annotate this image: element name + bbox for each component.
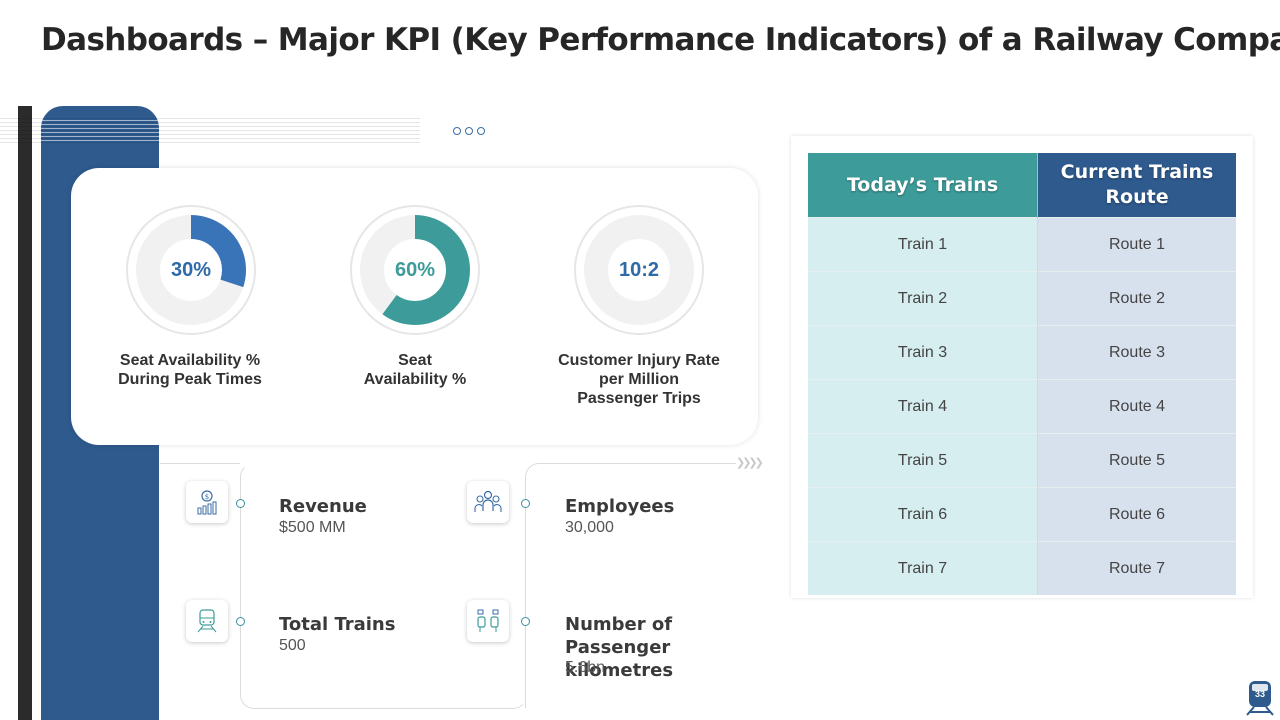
gauge-label: Seat Availability % During Peak Times — [118, 352, 262, 388]
decorative-dark-bar — [18, 106, 32, 720]
connector-line — [160, 463, 240, 464]
table-row: Train 7 Route 7 — [808, 541, 1236, 595]
passenger-km-value: 5.6bn — [565, 659, 606, 676]
arrows-icon: ❯❯❯❯ — [736, 457, 764, 469]
passenger-seats-icon — [467, 600, 509, 642]
svg-text:$: $ — [205, 493, 209, 501]
kpi-gauge-card: 30% Seat Availability % During Peak Time… — [71, 168, 758, 445]
table-header-route: Current Trains Route — [1037, 153, 1236, 218]
gauge-value: 30% — [170, 258, 212, 281]
revenue-label: Revenue — [279, 496, 367, 517]
gauge-value: 60% — [394, 258, 436, 281]
connector-node — [521, 499, 530, 508]
gauge-seat-availability: 60% — [349, 204, 481, 336]
passenger-km-label: Number of Passenger kilometres — [565, 614, 674, 681]
table-row: Train 4 Route 4 — [808, 379, 1236, 434]
table-row: Train 3 Route 3 — [808, 325, 1236, 380]
page-title: Dashboards – Major KPI (Key Performance … — [41, 22, 1280, 58]
connector-node — [236, 617, 245, 626]
decorative-dots — [453, 127, 485, 135]
gauge-chart — [126, 205, 256, 335]
gauge-label: Customer Injury Rate per Million Passeng… — [558, 352, 720, 407]
gauge-chart — [350, 205, 480, 335]
employees-group-icon — [467, 481, 509, 523]
gauge-label: Seat Availability % — [363, 352, 467, 388]
table-row: Train 5 Route 5 — [808, 433, 1236, 488]
employees-value: 30,000 — [565, 519, 614, 536]
connector-node — [236, 499, 245, 508]
trains-table: Today’s Trains Current Trains Route Trai… — [808, 153, 1236, 595]
train-logo-icon — [1246, 681, 1274, 716]
table-row: Train 2 Route 2 — [808, 271, 1236, 326]
revenue-value: $500 MM — [279, 519, 346, 536]
connector-frame-left — [240, 463, 527, 709]
table-row: Train 6 Route 6 — [808, 487, 1236, 542]
connector-node — [521, 617, 530, 626]
table-header-trains: Today’s Trains — [808, 153, 1038, 218]
trains-table-card: Today’s Trains Current Trains Route Trai… — [791, 136, 1253, 598]
gauge-chart — [574, 205, 704, 335]
revenue-growth-icon: $ — [186, 481, 228, 523]
gauge-injury-rate: 10:2 — [573, 204, 705, 336]
total-trains-value: 500 — [279, 637, 306, 654]
train-icon — [186, 600, 228, 642]
gauge-arc — [360, 215, 470, 325]
page-number: 33 — [1254, 689, 1265, 699]
table-row: Train 1 Route 1 — [808, 217, 1236, 272]
gauge-track — [584, 215, 694, 325]
decorative-stripes-light — [41, 120, 159, 144]
gauge-value: 10:2 — [618, 258, 660, 281]
total-trains-label: Total Trains — [279, 614, 396, 635]
stats-area: ❯❯❯❯ $ Revenue $500 MM Employees 30,000 — [160, 457, 764, 709]
employees-label: Employees — [565, 496, 675, 517]
gauge-arc — [136, 215, 246, 325]
gauge-seat-availability-peak: 30% — [125, 204, 257, 336]
connector-frame-right — [525, 463, 736, 708]
